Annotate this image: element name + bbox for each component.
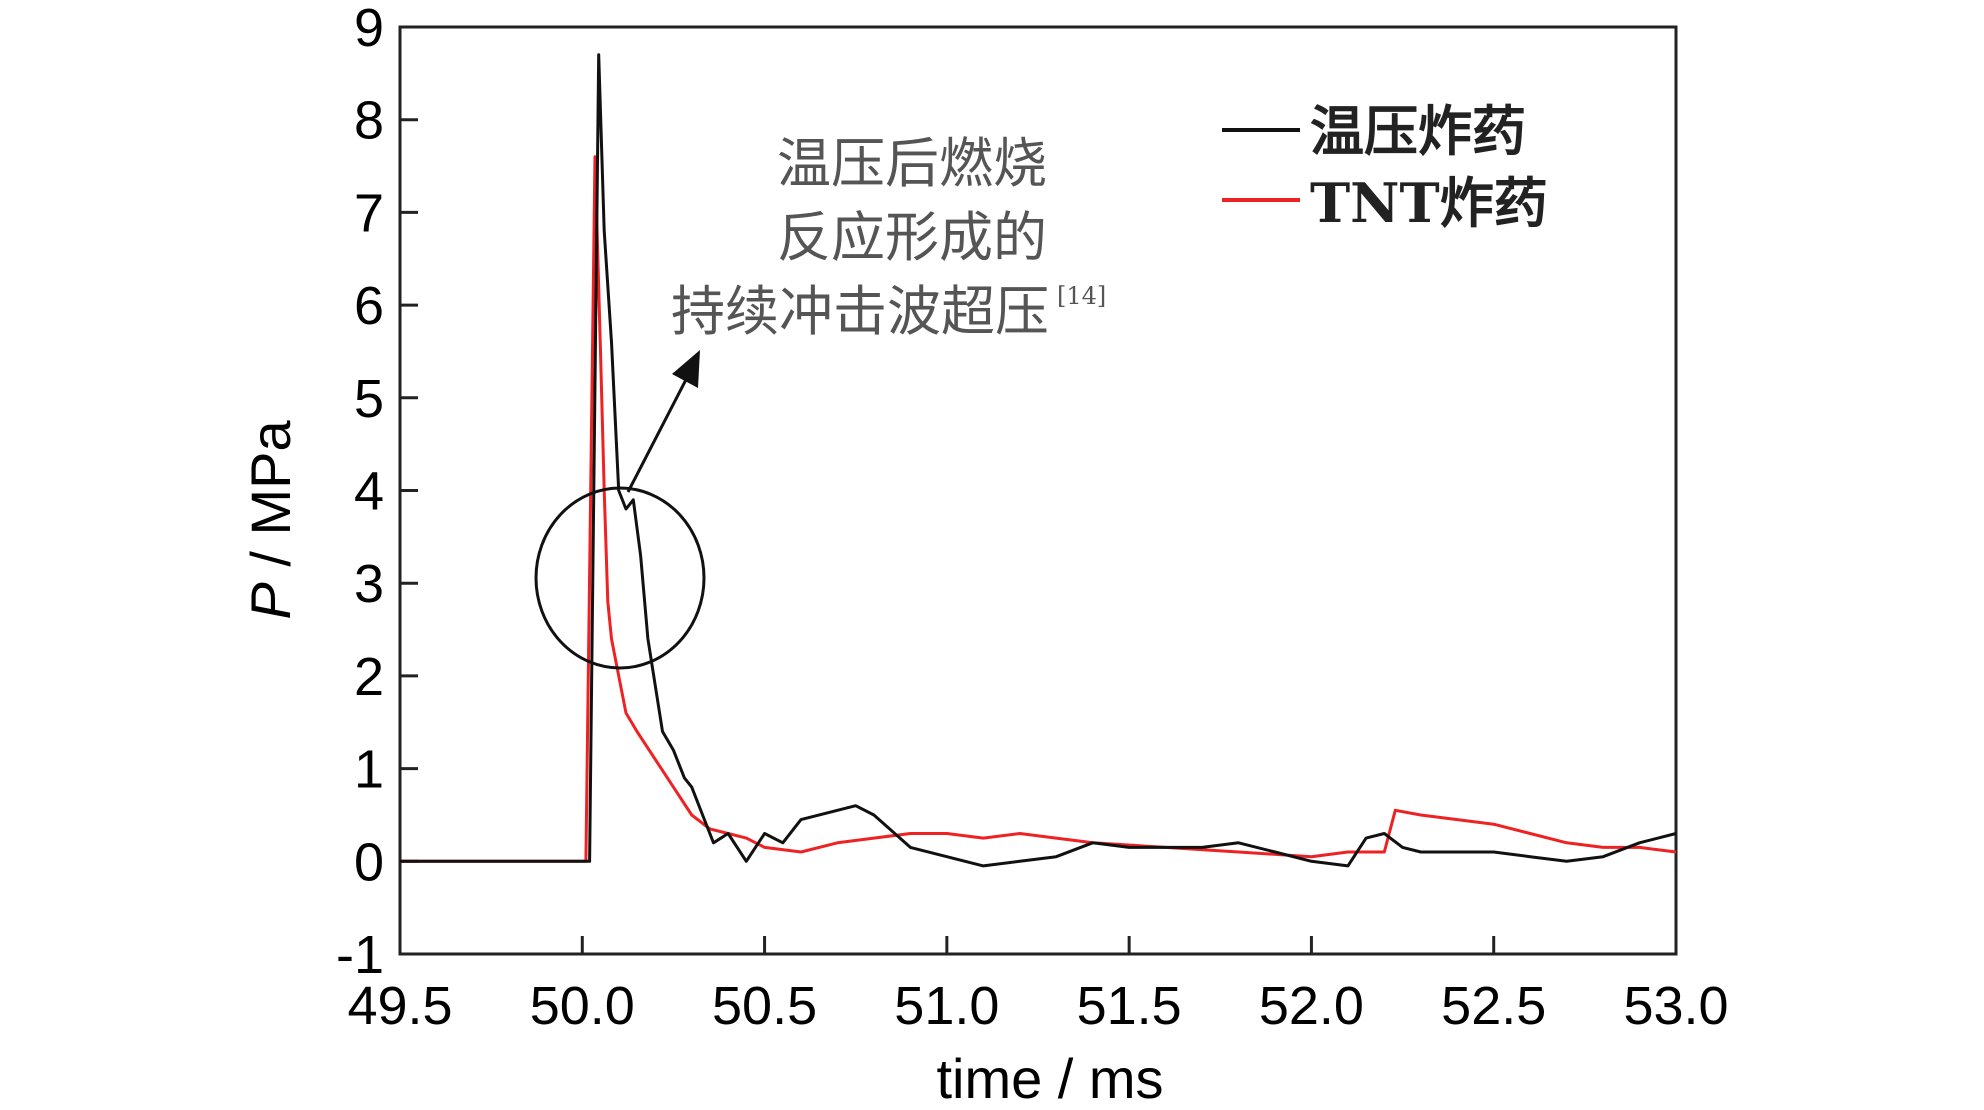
annotation-line-3: 持续冲击波超压 bbox=[671, 280, 1049, 343]
x-axis-ticks: 49.5 50.0 50.5 51.0 51.5 52.0 52.5 53.0 bbox=[347, 936, 1729, 1036]
y-tick-label: 9 bbox=[354, 0, 384, 58]
series-lines bbox=[400, 53, 1677, 868]
x-tick-label: 50.5 bbox=[712, 976, 817, 1036]
legend-label-thermobaric: 温压炸药 bbox=[1310, 99, 1526, 163]
x-tick-label: 52.0 bbox=[1259, 976, 1364, 1036]
x-tick-label: 52.5 bbox=[1441, 976, 1546, 1036]
y-tick-label: -1 bbox=[336, 925, 384, 985]
annotation-ref: [14] bbox=[1057, 282, 1106, 310]
x-tick-label: 49.5 bbox=[347, 976, 452, 1036]
y-tick-label: 4 bbox=[354, 462, 384, 522]
series-line-thermobaric bbox=[400, 53, 1677, 868]
legend: 温压炸药 TNT炸药 bbox=[1222, 99, 1548, 235]
y-tick-label: 8 bbox=[354, 91, 384, 151]
y-tick-label: 0 bbox=[354, 832, 384, 892]
y-tick-label: 5 bbox=[354, 369, 384, 429]
annotation-arrow bbox=[626, 367, 694, 493]
x-axis-title: time / ms bbox=[936, 1047, 1163, 1110]
annotation-line-1: 温压后燃烧 bbox=[777, 132, 1047, 195]
annotation-arrowhead bbox=[672, 350, 700, 388]
x-tick-label: 53.0 bbox=[1623, 976, 1728, 1036]
y-tick-label: 6 bbox=[354, 276, 384, 336]
y-axis-ticks: -1 0 1 2 3 4 5 6 7 8 9 bbox=[336, 0, 418, 985]
annotation: 温压后燃烧 反应形成的 持续冲击波超压 [14] bbox=[534, 132, 1106, 670]
series-line-tnt bbox=[400, 155, 1677, 863]
y-axis-title: P / MPa bbox=[239, 420, 302, 620]
x-tick-label: 51.0 bbox=[894, 976, 999, 1036]
y-axis-title-rest: / MPa bbox=[239, 420, 302, 583]
y-tick-label: 7 bbox=[354, 183, 384, 243]
y-tick-label: 3 bbox=[354, 554, 384, 614]
annotation-line-2: 反应形成的 bbox=[777, 206, 1047, 269]
legend-label-tnt: TNT炸药 bbox=[1310, 171, 1548, 235]
x-tick-label: 50.0 bbox=[530, 976, 635, 1036]
y-axis-title-italic: P bbox=[239, 582, 302, 619]
y-tick-label: 1 bbox=[354, 740, 384, 800]
x-tick-label: 51.5 bbox=[1077, 976, 1182, 1036]
y-tick-label: 2 bbox=[354, 647, 384, 707]
annotation-circle bbox=[534, 486, 706, 670]
